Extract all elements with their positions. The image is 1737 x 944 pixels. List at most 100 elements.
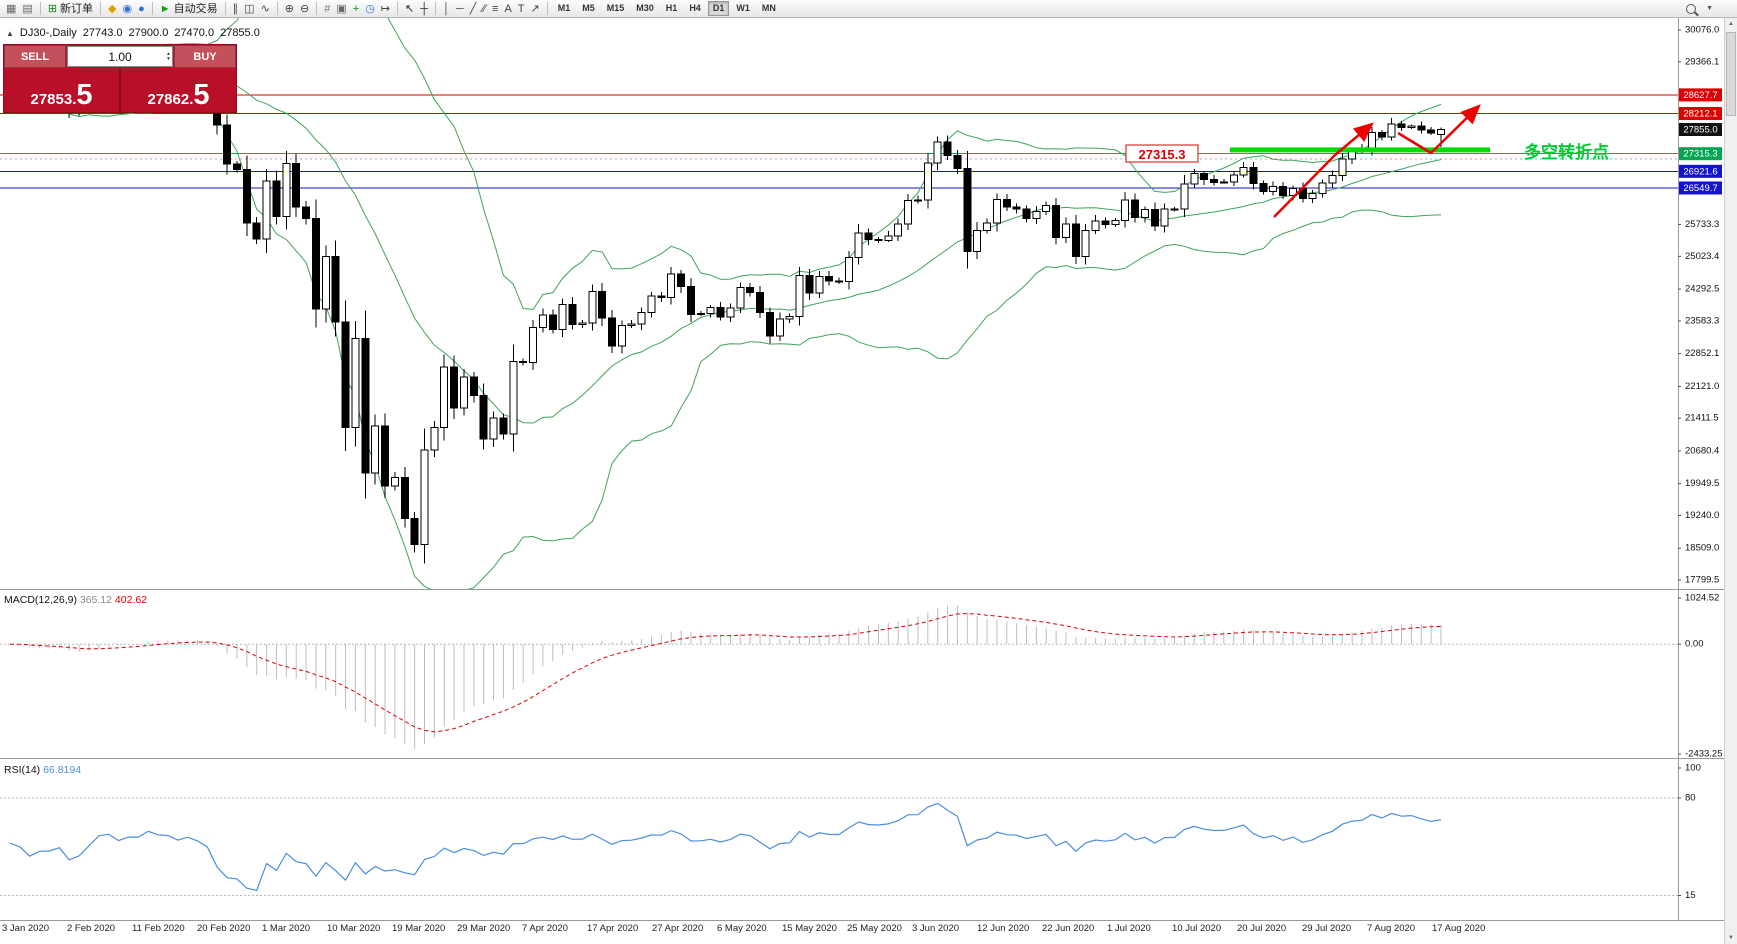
timeframe-m5[interactable]: M5 — [582, 3, 595, 13]
level-price-label[interactable]: 27315.3 — [1125, 144, 1199, 163]
vertical-line-button[interactable]: │ — [440, 1, 453, 17]
channel-button[interactable]: ∕∕ — [479, 1, 489, 17]
svg-text:23583.3: 23583.3 — [1685, 315, 1719, 326]
pivot-note-text[interactable]: 多空转折点 — [1524, 142, 1609, 162]
svg-text:80: 80 — [1685, 793, 1696, 804]
scroll-up-icon[interactable]: ▲ — [1728, 21, 1734, 27]
search-button[interactable] — [1683, 1, 1700, 17]
collapse-trade-panel-icon[interactable]: ▲ — [6, 28, 14, 38]
timeframe-h1[interactable]: H1 — [665, 3, 678, 13]
time-scale[interactable]: 3 Jan 2020 2 Feb 2020 11 Feb 2020 20 Feb 20… — [2, 923, 1485, 934]
toolbar-separator — [151, 2, 153, 15]
zoom-out-button[interactable]: ⊖ — [297, 1, 312, 17]
svg-text:2 Feb 2020: 2 Feb 2020 — [67, 923, 115, 934]
close-value: 27855.0 — [220, 27, 260, 39]
buy-price-small: 27862. — [147, 91, 194, 108]
fibonacci-button[interactable]: ≡ — [489, 1, 501, 17]
data-window-button[interactable]: ▣ — [333, 1, 349, 17]
text-tool-button[interactable]: A — [501, 1, 514, 17]
new-order-icon: ⊞ — [47, 2, 58, 15]
svg-text:27315.3: 27315.3 — [1139, 147, 1186, 162]
buy-button[interactable]: BUY — [174, 45, 236, 68]
sell-price[interactable]: 27853. 5 — [4, 68, 121, 112]
channel-icon: ∕∕ — [482, 2, 487, 15]
rsi-scale[interactable]: 100 80 15 — [1678, 763, 1701, 902]
market-watch-icon: ◉ — [122, 2, 133, 15]
scrollbar-thumb[interactable] — [1726, 32, 1736, 116]
sell-button[interactable]: SELL — [4, 45, 66, 68]
market-watch-button[interactable]: ◉ — [120, 1, 136, 17]
chart-shift-button[interactable]: ↦ — [378, 1, 393, 17]
macd-label: MACD(12,26,9) 365.12 402.62 — [4, 594, 147, 606]
trend-arrow-1[interactable] — [1273, 122, 1374, 218]
timeframe-h4[interactable]: H4 — [689, 3, 701, 13]
arrows-tool-button[interactable]: ↗ — [528, 1, 543, 17]
navigator-icon: ● — [138, 2, 145, 15]
volume-input[interactable]: 1.00 ▲ ▼ — [67, 46, 173, 67]
svg-text:18509.0: 18509.0 — [1685, 543, 1719, 554]
svg-text:3 Jun 2020: 3 Jun 2020 — [912, 923, 959, 934]
svg-text:29 Jul 2020: 29 Jul 2020 — [1302, 923, 1351, 934]
new-order-button[interactable]: ⊞ 新订单 — [45, 1, 96, 17]
timeframe-m30[interactable]: M30 — [636, 3, 654, 13]
chart-background — [0, 18, 1737, 944]
crosshair-button[interactable]: ┼ — [417, 1, 431, 17]
toolbar-options-button[interactable]: ▼ — [1703, 1, 1716, 17]
svg-text:25 May 2020: 25 May 2020 — [847, 923, 902, 934]
periods-button[interactable]: ◷ — [362, 1, 378, 17]
trade-prices-row: 27853. 5 27862. 5 — [4, 68, 236, 112]
toolbar-separator — [224, 2, 226, 15]
svg-text:21411.5: 21411.5 — [1685, 413, 1719, 424]
trendline-button[interactable]: ╱ — [467, 1, 480, 17]
svg-text:19 Mar 2020: 19 Mar 2020 — [392, 923, 445, 934]
cursor-icon: ↖ — [405, 2, 415, 15]
autotrading-button[interactable]: ► 自动交易 — [157, 1, 221, 17]
metaeditor-icon: ◆ — [108, 2, 117, 15]
timeframe-w1[interactable]: W1 — [736, 3, 750, 13]
high-value: 27900.0 — [128, 27, 169, 39]
chart-bars-button[interactable]: ∥ — [230, 1, 242, 17]
low-value: 27470.0 — [174, 27, 215, 39]
chart-bars-icon: ∥ — [232, 2, 239, 15]
trendline-icon: ╱ — [469, 2, 477, 15]
chart-candles-button[interactable]: ◫ — [241, 1, 257, 17]
profiles-button[interactable]: ▤ — [19, 1, 35, 17]
svg-text:25023.4: 25023.4 — [1685, 251, 1719, 262]
timeframe-buttons: M1 M5 M15 M30 H1 H4 D1 W1 MN — [552, 0, 782, 17]
trend-arrow-2[interactable] — [1397, 104, 1481, 155]
timeframe-m15[interactable]: M15 — [606, 3, 625, 13]
chart-shift-icon: ↦ — [380, 2, 391, 15]
timeframe-m1[interactable]: M1 — [557, 3, 571, 13]
svg-text:20 Feb 2020: 20 Feb 2020 — [197, 923, 250, 934]
timeframe-mn[interactable]: MN — [761, 3, 776, 13]
label-tool-button[interactable]: T — [515, 1, 528, 17]
autotrading-icon: ► — [159, 2, 171, 15]
navigator-button[interactable]: ● — [135, 1, 148, 17]
chart-line-button[interactable]: ∿ — [258, 1, 273, 17]
macd-scale[interactable]: 1024.52 0.00 -2433.25 — [1678, 593, 1723, 760]
new-chart-button[interactable]: ▦ — [3, 1, 19, 17]
vertical-scrollbar[interactable]: ▲ ▼ — [1724, 18, 1737, 944]
cursor-button[interactable]: ↖ — [402, 1, 417, 17]
zoom-in-icon: ⊕ — [284, 2, 294, 15]
profiles-icon: ▤ — [22, 2, 33, 15]
toolbar-separator — [316, 2, 318, 15]
open-value: 27743.0 — [82, 27, 123, 39]
metaeditor-button[interactable]: ◆ — [105, 1, 119, 17]
svg-text:25733.3: 25733.3 — [1685, 219, 1719, 230]
svg-text:7 Aug 2020: 7 Aug 2020 — [1367, 923, 1415, 934]
grid-button[interactable]: # — [321, 1, 333, 17]
svg-text:6 May 2020: 6 May 2020 — [717, 923, 767, 934]
price-scale[interactable]: 30076.0 29366.1 25733.3 25023.4 24292.5 23583… — [1678, 25, 1722, 586]
svg-text:0.00: 0.00 — [1685, 639, 1704, 650]
horizontal-line-button[interactable]: ─ — [453, 1, 467, 17]
macd-panel — [0, 605, 1678, 750]
timeframe-d1[interactable]: D1 — [707, 1, 730, 16]
buy-price[interactable]: 27862. 5 — [121, 68, 236, 112]
volume-up-icon[interactable]: ▲ — [166, 50, 171, 57]
volume-down-icon[interactable]: ▼ — [166, 55, 171, 62]
indicators-button[interactable]: + — [350, 1, 362, 17]
scroll-down-icon[interactable]: ▼ — [1728, 935, 1734, 941]
zoom-in-button[interactable]: ⊕ — [282, 1, 297, 17]
